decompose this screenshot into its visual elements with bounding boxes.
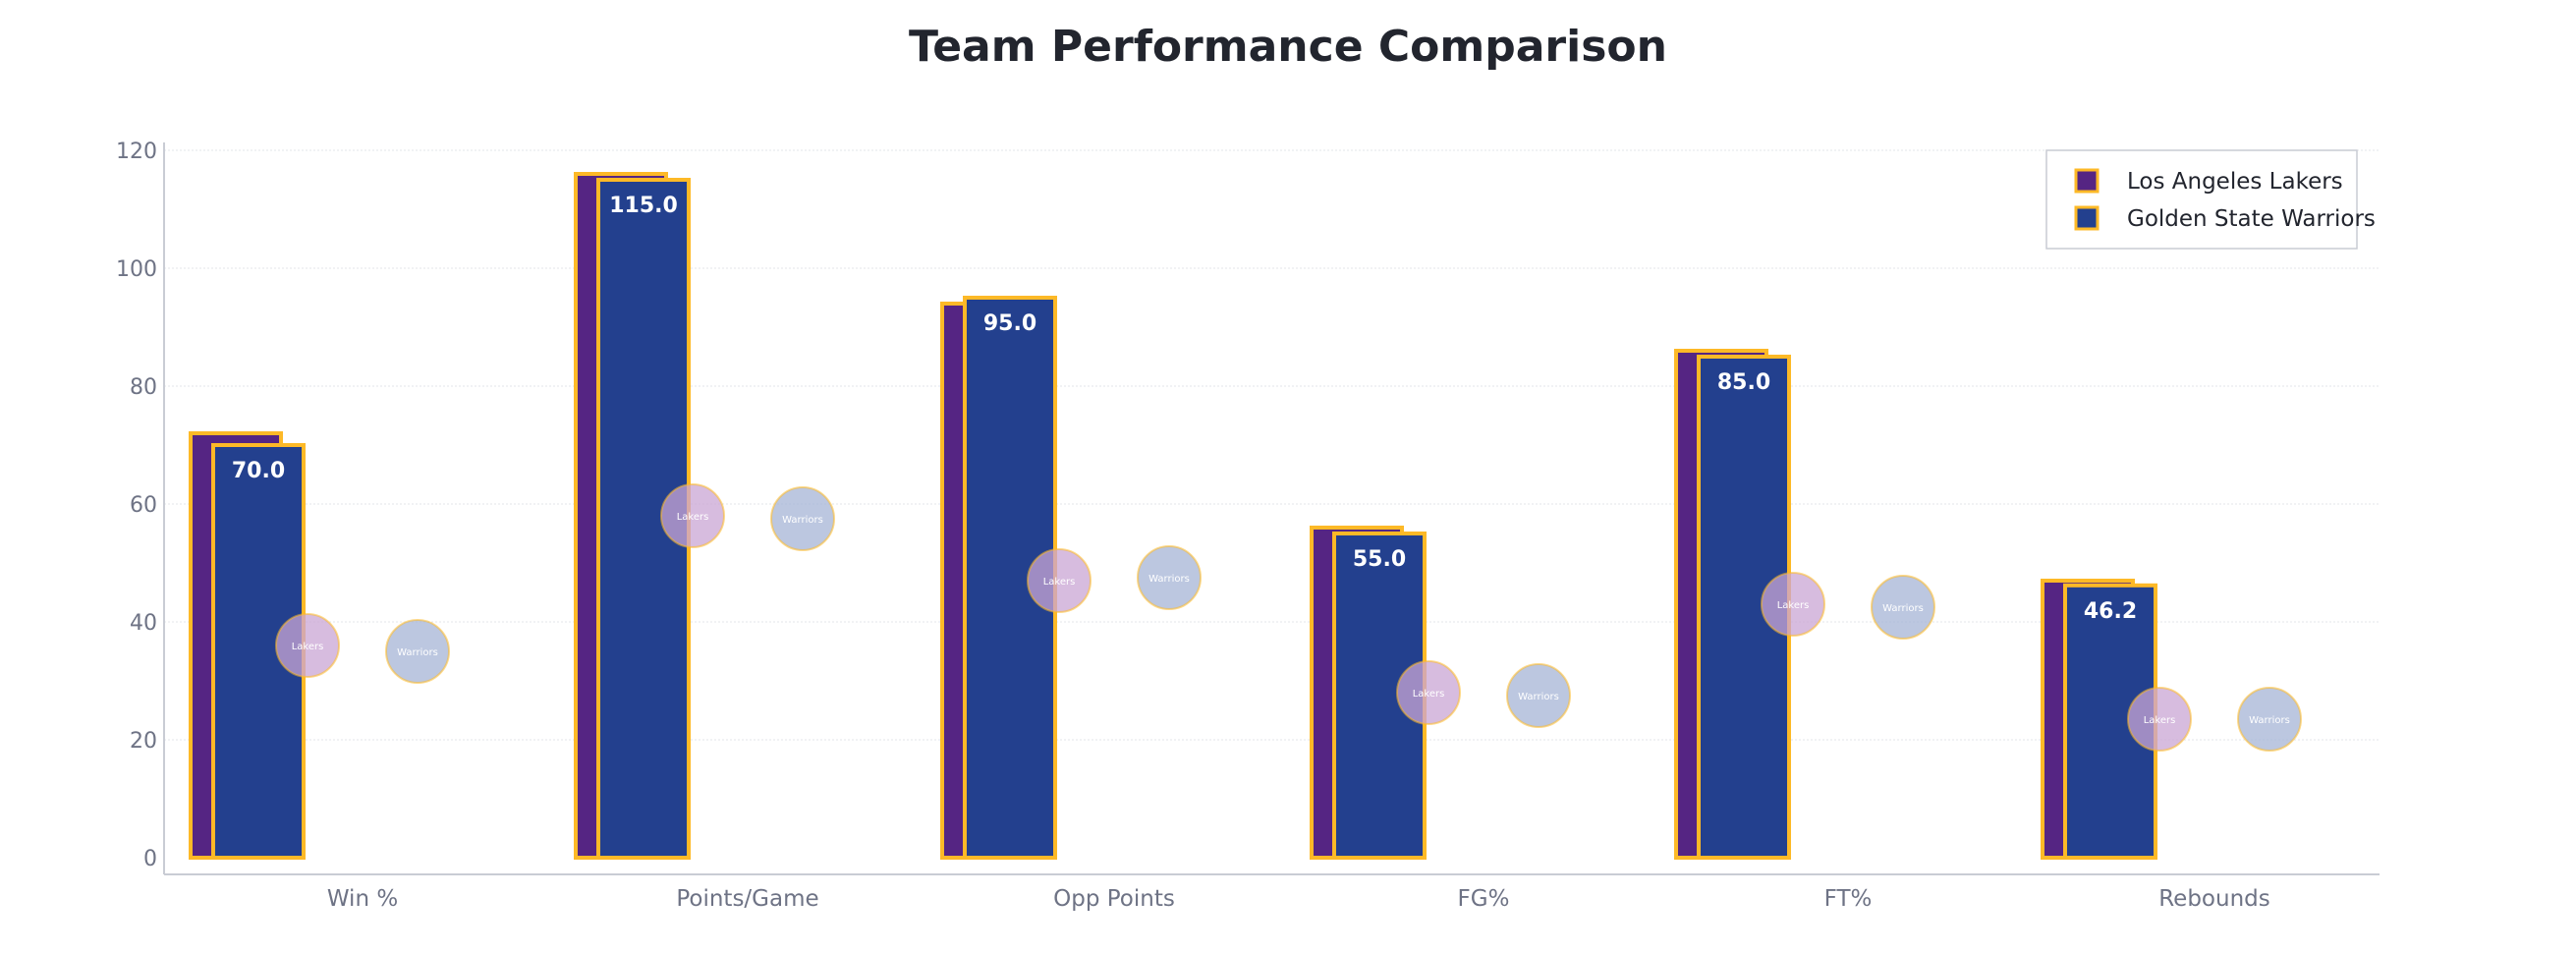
bubble-label: Lakers [2144, 715, 2176, 726]
data-label: 70.0 [232, 459, 285, 483]
bubble-label: Lakers [677, 512, 709, 523]
bubble-marker [1871, 575, 1935, 640]
y-tick-label: 0 [143, 847, 157, 871]
bubble-marker [770, 486, 835, 551]
y-tick-label: 40 [130, 611, 157, 636]
y-tick-label: 60 [130, 493, 157, 518]
bubble-marker [1137, 545, 1202, 610]
bubble-label: Warriors [782, 515, 823, 526]
label-layer: 70.0 115.0 95.0 55.0 85.0 46.2 [232, 194, 2137, 624]
y-tick-label: 120 [116, 140, 157, 164]
bubble-marker [2127, 687, 2192, 752]
bar-layer [189, 172, 2157, 860]
bubble-marker [1506, 663, 1571, 728]
bubble-marker [275, 613, 340, 678]
bubble-label: Warriors [2249, 715, 2290, 726]
legend-label: Golden State Warriors [2127, 206, 2376, 232]
bubble-label: Warriors [1882, 603, 1924, 614]
data-label: 115.0 [609, 194, 678, 218]
data-label: 46.2 [2084, 599, 2137, 624]
x-tick-label: FG% [1458, 886, 1510, 912]
data-label: 95.0 [983, 311, 1036, 336]
legend-swatch [2074, 205, 2100, 231]
bubble-marker [1027, 548, 1092, 613]
x-tick-label: Points/Game [676, 886, 818, 912]
bubble-label: Lakers [292, 642, 324, 652]
bubble-label: Lakers [1413, 689, 1445, 700]
legend-swatch [2074, 168, 2100, 194]
axis-layer: 0 20 40 60 80 100 120 Win % Points/Game Opp Point… [116, 140, 2380, 912]
x-tick-label: FT% [1824, 886, 1873, 912]
x-tick-label: Opp Points [1053, 886, 1175, 912]
bubble-marker [660, 483, 725, 548]
legend-box [2045, 149, 2358, 250]
bubble-marker [1396, 660, 1461, 725]
bubble-marker [1761, 572, 1825, 637]
bubble-label: Warriors [1518, 692, 1559, 702]
y-tick-label: 80 [130, 375, 157, 400]
bubble-label: Lakers [1043, 577, 1076, 588]
data-label: 55.0 [1353, 547, 1406, 572]
x-tick-label: Rebounds [2158, 886, 2270, 912]
bubble-marker [2237, 687, 2302, 752]
bubble-label: Lakers [1777, 600, 1810, 611]
bubble-layer: Lakers Warriors Lakers Warriors Lakers Warrio… [275, 483, 2302, 752]
y-tick-label: 100 [116, 257, 157, 282]
bubble-label: Warriors [397, 647, 438, 658]
bubble-marker [385, 619, 450, 684]
x-tick-label: Win % [327, 886, 398, 912]
y-tick-label: 20 [130, 729, 157, 754]
legend-label: Los Angeles Lakers [2127, 169, 2343, 195]
legend: Los Angeles Lakers Golden State Warriors [2045, 149, 2376, 250]
data-label: 85.0 [1717, 370, 1770, 395]
bubble-label: Warriors [1148, 574, 1190, 585]
chart-title: Team Performance Comparison [909, 22, 1667, 72]
